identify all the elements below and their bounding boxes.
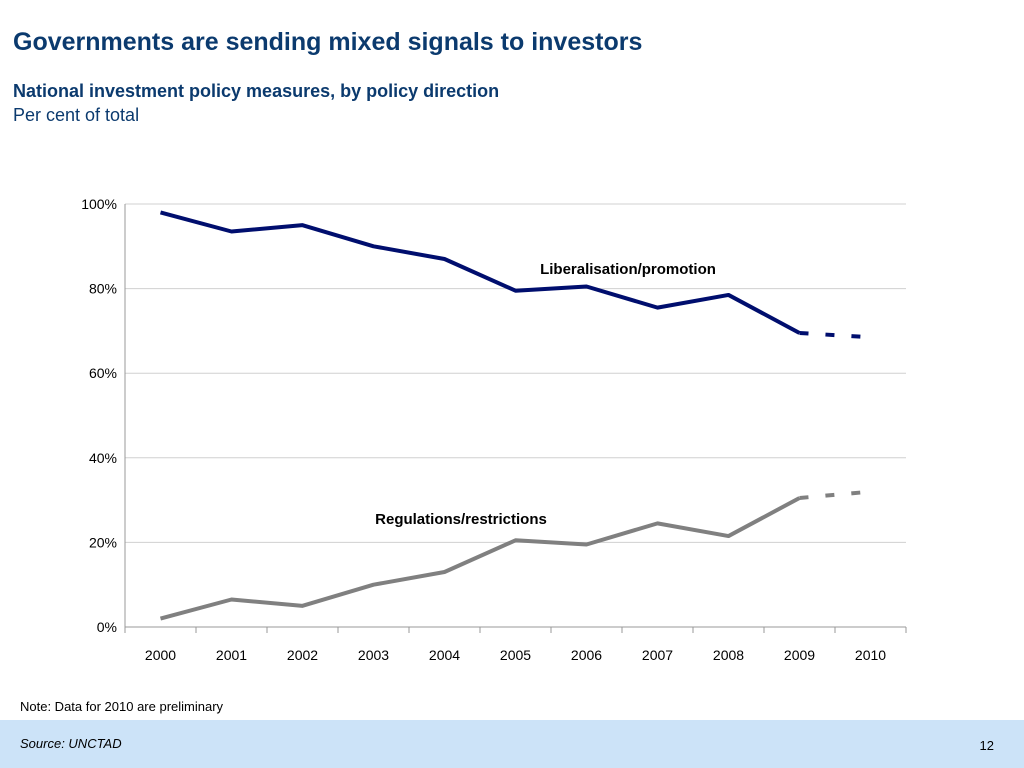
source-label: Source: UNCTAD — [20, 736, 122, 751]
x-tick-label: 2002 — [287, 647, 318, 663]
y-tick-label: 60% — [89, 365, 117, 381]
footnote: Note: Data for 2010 are preliminary — [20, 699, 224, 714]
series-preliminary-segment — [799, 331, 871, 340]
y-tick-label: 20% — [89, 534, 117, 550]
series-label: Liberalisation/promotion — [540, 261, 716, 278]
x-tick-label: 2004 — [429, 647, 460, 663]
series-line-regulations — [159, 496, 801, 621]
x-tick-label: 2000 — [145, 647, 176, 663]
series-line-liberalisation — [159, 210, 801, 335]
page-number: 12 — [979, 738, 994, 753]
y-tick-label: 100% — [81, 196, 117, 212]
chart-unit-subtitle: Per cent of total — [13, 105, 140, 125]
line-chart: 0% 20% 40% 60% 80% 100% 2000 2001 2002 2003 2004 20… — [81, 196, 907, 663]
x-tick-label: 2006 — [571, 647, 602, 663]
series-preliminary-segment — [799, 489, 871, 500]
y-tick-label: 0% — [97, 619, 117, 635]
slide-title: Governments are sending mixed signals to… — [13, 28, 643, 56]
chart-title: National investment policy measures, by … — [13, 81, 500, 101]
y-tick-label: 80% — [89, 281, 117, 297]
x-tick-label: 2005 — [500, 647, 531, 663]
series-label: Regulations/restrictions — [375, 511, 547, 528]
x-tick-label: 2003 — [358, 647, 389, 663]
x-tick-label: 2001 — [216, 647, 247, 663]
x-tick-label: 2008 — [713, 647, 744, 663]
y-tick-label: 40% — [89, 450, 117, 466]
x-tick-label: 2010 — [855, 647, 886, 663]
footer-bar: Source: UNCTAD 12 — [0, 720, 1024, 768]
x-tick-label: 2009 — [784, 647, 815, 663]
x-tick-label: 2007 — [642, 647, 673, 663]
